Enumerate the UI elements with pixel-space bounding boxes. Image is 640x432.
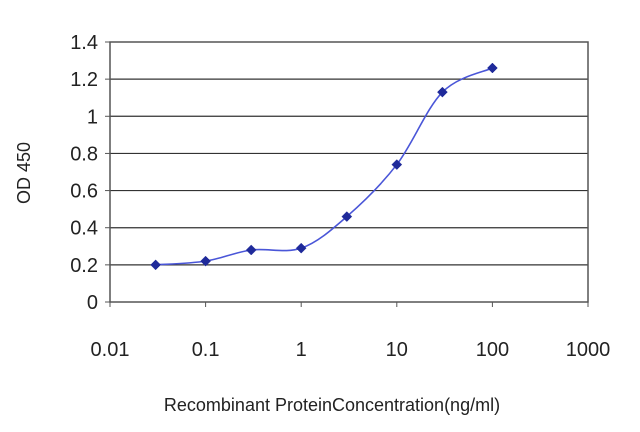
y-tick-label: 1.2 (70, 69, 98, 91)
x-tick-label: 0.1 (192, 339, 220, 361)
x-tick-label: 100 (476, 339, 509, 361)
plot-area-frame (109, 41, 589, 303)
data-point-marker (341, 211, 353, 222)
y-tick-label: 1 (87, 106, 98, 128)
y-tick-label: 0.2 (70, 255, 98, 277)
series-layer (150, 62, 498, 271)
data-point-marker (487, 62, 498, 74)
y-tick-label: 1.4 (70, 32, 98, 54)
label-layer: 0 0.2 0.4 0.6 0.8 1 1.2 1.4 0.01 0.1 1 10 100 1000 (70, 32, 610, 361)
data-point-marker (200, 255, 211, 267)
y-axis-title: OD 450 (14, 142, 34, 204)
tick-layer (105, 41, 589, 307)
y-tick-label: 0 (87, 292, 98, 314)
x-tick-label: 10 (386, 339, 408, 361)
series-line (155, 67, 493, 266)
data-point-marker (245, 244, 257, 256)
data-point-marker (150, 259, 161, 271)
data-point-marker (295, 242, 307, 254)
data-point-marker (437, 86, 448, 98)
data-point-marker (391, 159, 403, 170)
grid-layer (110, 78, 588, 266)
y-tick-label: 0.6 (70, 181, 98, 203)
x-tick-label: 0.01 (91, 339, 130, 361)
y-tick-label: 0.8 (70, 143, 98, 165)
x-tick-label: 1 (296, 339, 307, 361)
y-tick-label: 0.4 (70, 218, 98, 240)
x-axis-title: Recombinant ProteinConcentration(ng/ml) (164, 395, 500, 415)
x-tick-label: 1000 (566, 339, 611, 361)
